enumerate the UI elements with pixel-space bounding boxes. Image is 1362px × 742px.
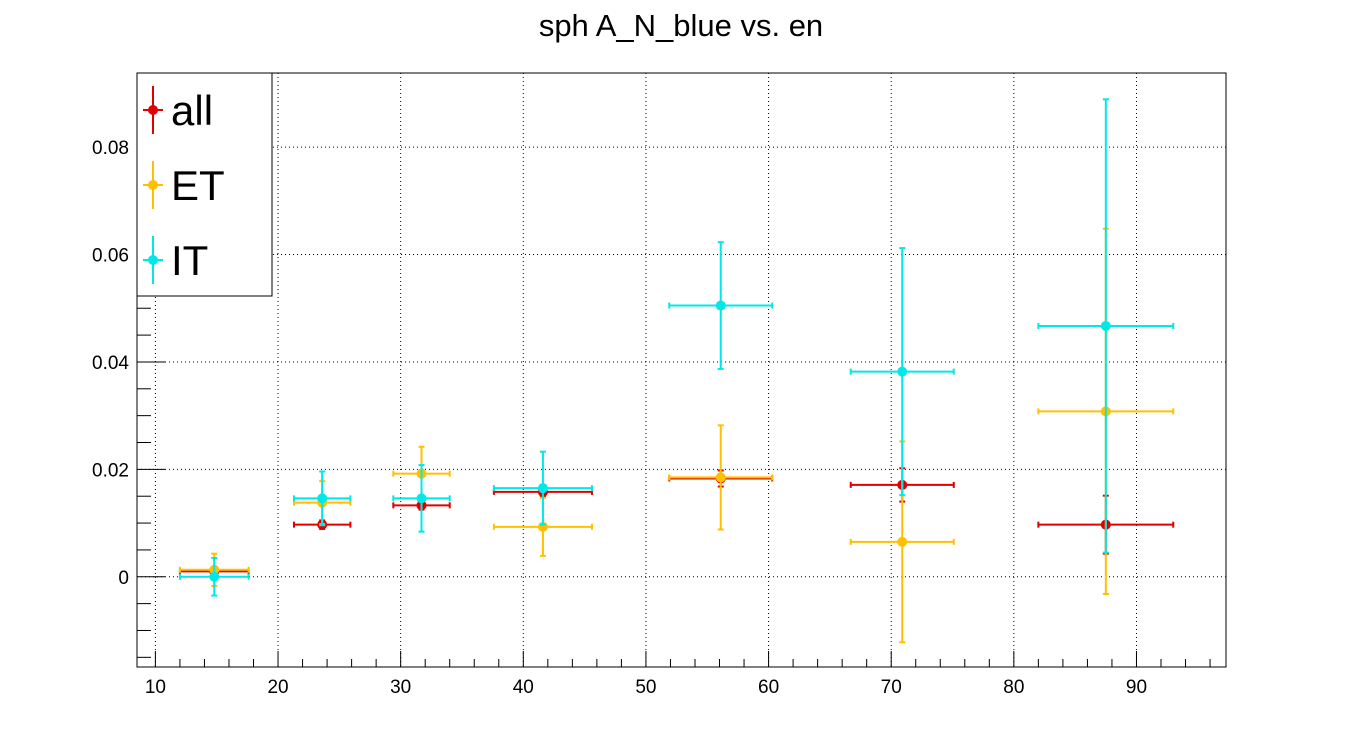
marker — [317, 493, 328, 504]
marker — [416, 493, 427, 504]
legend-label-ET: ET — [171, 162, 225, 209]
marker — [715, 300, 726, 311]
marker — [537, 483, 548, 494]
marker — [897, 536, 908, 547]
series-IT — [178, 98, 1175, 597]
legend-marker — [148, 255, 158, 265]
point-IT-2 — [392, 464, 451, 533]
point-IT-5 — [849, 247, 955, 497]
marker — [1100, 320, 1111, 331]
point-IT-1 — [292, 470, 352, 527]
y-tick-label-2: 0.04 — [92, 353, 129, 374]
x-tick-label-1: 20 — [267, 677, 288, 698]
x-tick-label-5: 60 — [758, 677, 779, 698]
marker — [897, 366, 908, 377]
x-tick-label-6: 70 — [881, 677, 902, 698]
legend: all ET IT — [136, 72, 273, 297]
marker — [715, 472, 726, 483]
point-IT-6 — [1037, 98, 1175, 554]
x-tick-label-3: 40 — [513, 677, 534, 698]
legend-label-IT: IT — [171, 237, 208, 284]
x-tick-label-8: 90 — [1126, 677, 1147, 698]
y-tick-label-0: 0 — [118, 568, 129, 589]
grid — [137, 73, 1226, 667]
legend-label-all: all — [171, 87, 213, 134]
y-tick-label-4: 0.08 — [92, 138, 129, 159]
marker — [209, 571, 220, 582]
legend-marker — [148, 180, 158, 190]
series-all — [178, 467, 1175, 577]
x-tick-label-0: 10 — [145, 677, 166, 698]
plot-frame — [136, 72, 1227, 668]
x-tick-label-2: 30 — [390, 677, 411, 698]
point-IT-0 — [178, 556, 250, 597]
legend-marker — [148, 105, 158, 115]
data-points — [178, 98, 1175, 644]
point-IT-3 — [492, 450, 593, 526]
legend-entry-ET: ET — [143, 161, 225, 209]
legend-entry-IT: IT — [143, 236, 208, 284]
axes: 10 20 30 40 50 60 70 80 90 0 0.02 0.04 0.06 0.08 — [92, 92, 1211, 698]
series-ET — [178, 227, 1175, 644]
y-tick-label-1: 0.02 — [92, 460, 129, 481]
x-tick-label-4: 50 — [635, 677, 656, 698]
x-tick-label-7: 80 — [1003, 677, 1024, 698]
point-ET-4 — [668, 424, 774, 531]
legend-entry-all: all — [143, 86, 213, 134]
y-tick-label-3: 0.06 — [92, 246, 129, 267]
chart-title: sph A_N_blue vs. en — [539, 8, 823, 43]
point-IT-4 — [668, 241, 774, 370]
